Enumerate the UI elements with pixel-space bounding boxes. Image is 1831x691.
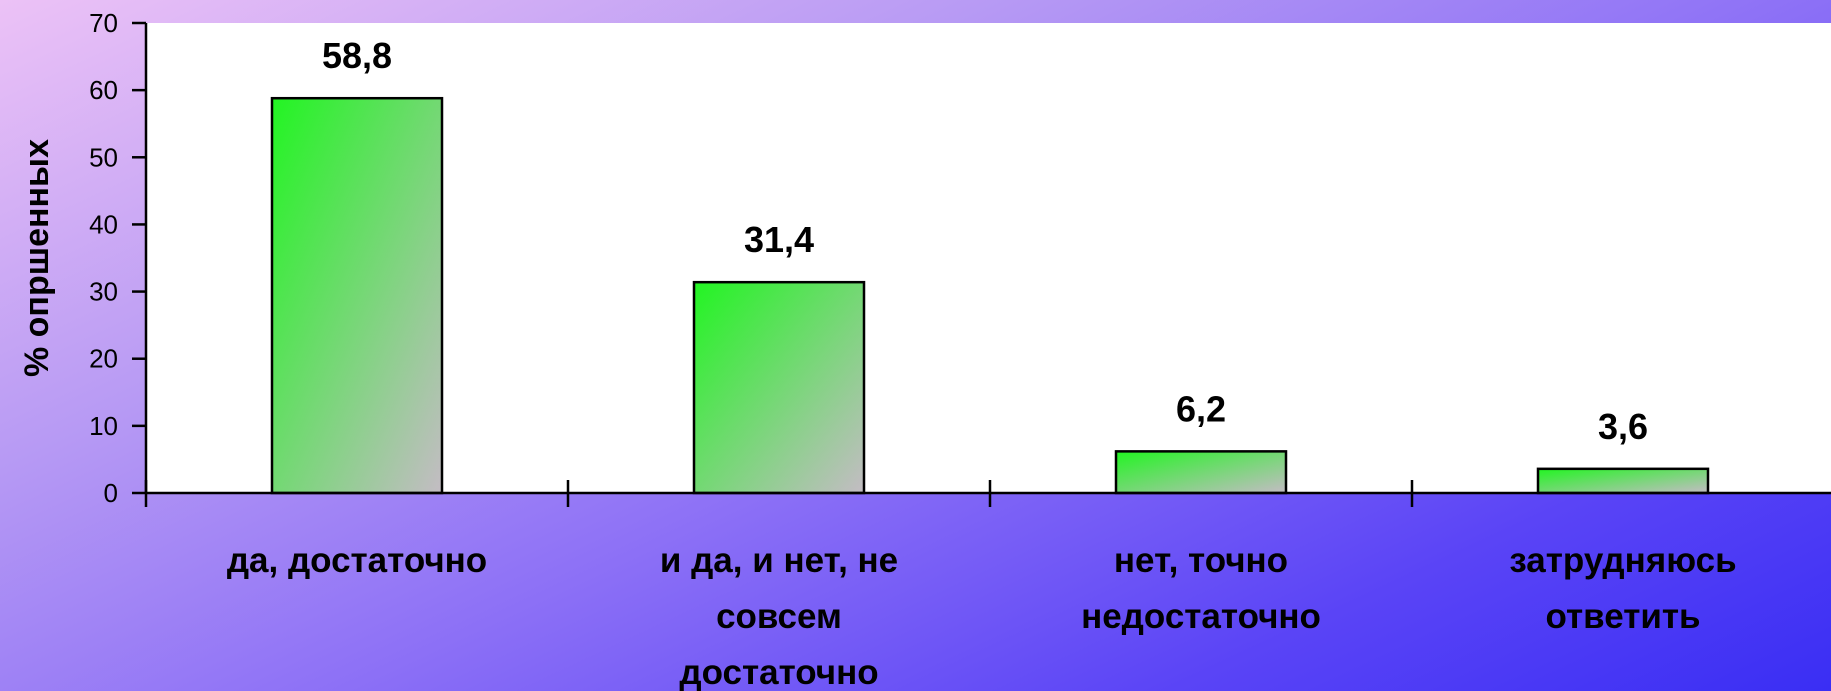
category-label-2: и да, и нет, не совсем достаточно [660, 541, 898, 691]
category-label-3: нет, точно недостаточно [1081, 541, 1321, 636]
y-axis-title: % опршенных [18, 139, 56, 377]
y-tick-label: 50 [89, 142, 118, 172]
bar-1 [270, 96, 444, 495]
bar-3 [1114, 450, 1288, 495]
data-label-4: 3,6 [1598, 406, 1648, 447]
y-tick-label: 60 [89, 75, 118, 105]
data-label-2: 31,4 [744, 219, 814, 260]
y-tick-label: 30 [89, 277, 118, 307]
y-tick-label: 0 [104, 478, 118, 508]
y-tick-label: 10 [89, 411, 118, 441]
y-tick-label: 70 [89, 8, 118, 38]
y-tick-label: 20 [89, 344, 118, 374]
data-label-1: 58,8 [322, 35, 392, 76]
data-label-3: 6,2 [1176, 388, 1226, 429]
y-tick-label: 40 [89, 209, 118, 239]
bar-2 [692, 280, 866, 495]
category-label-1: да, достаточно [227, 541, 487, 580]
category-label-4: затрудняюсь ответить [1509, 541, 1736, 636]
bar-4 [1536, 467, 1710, 495]
